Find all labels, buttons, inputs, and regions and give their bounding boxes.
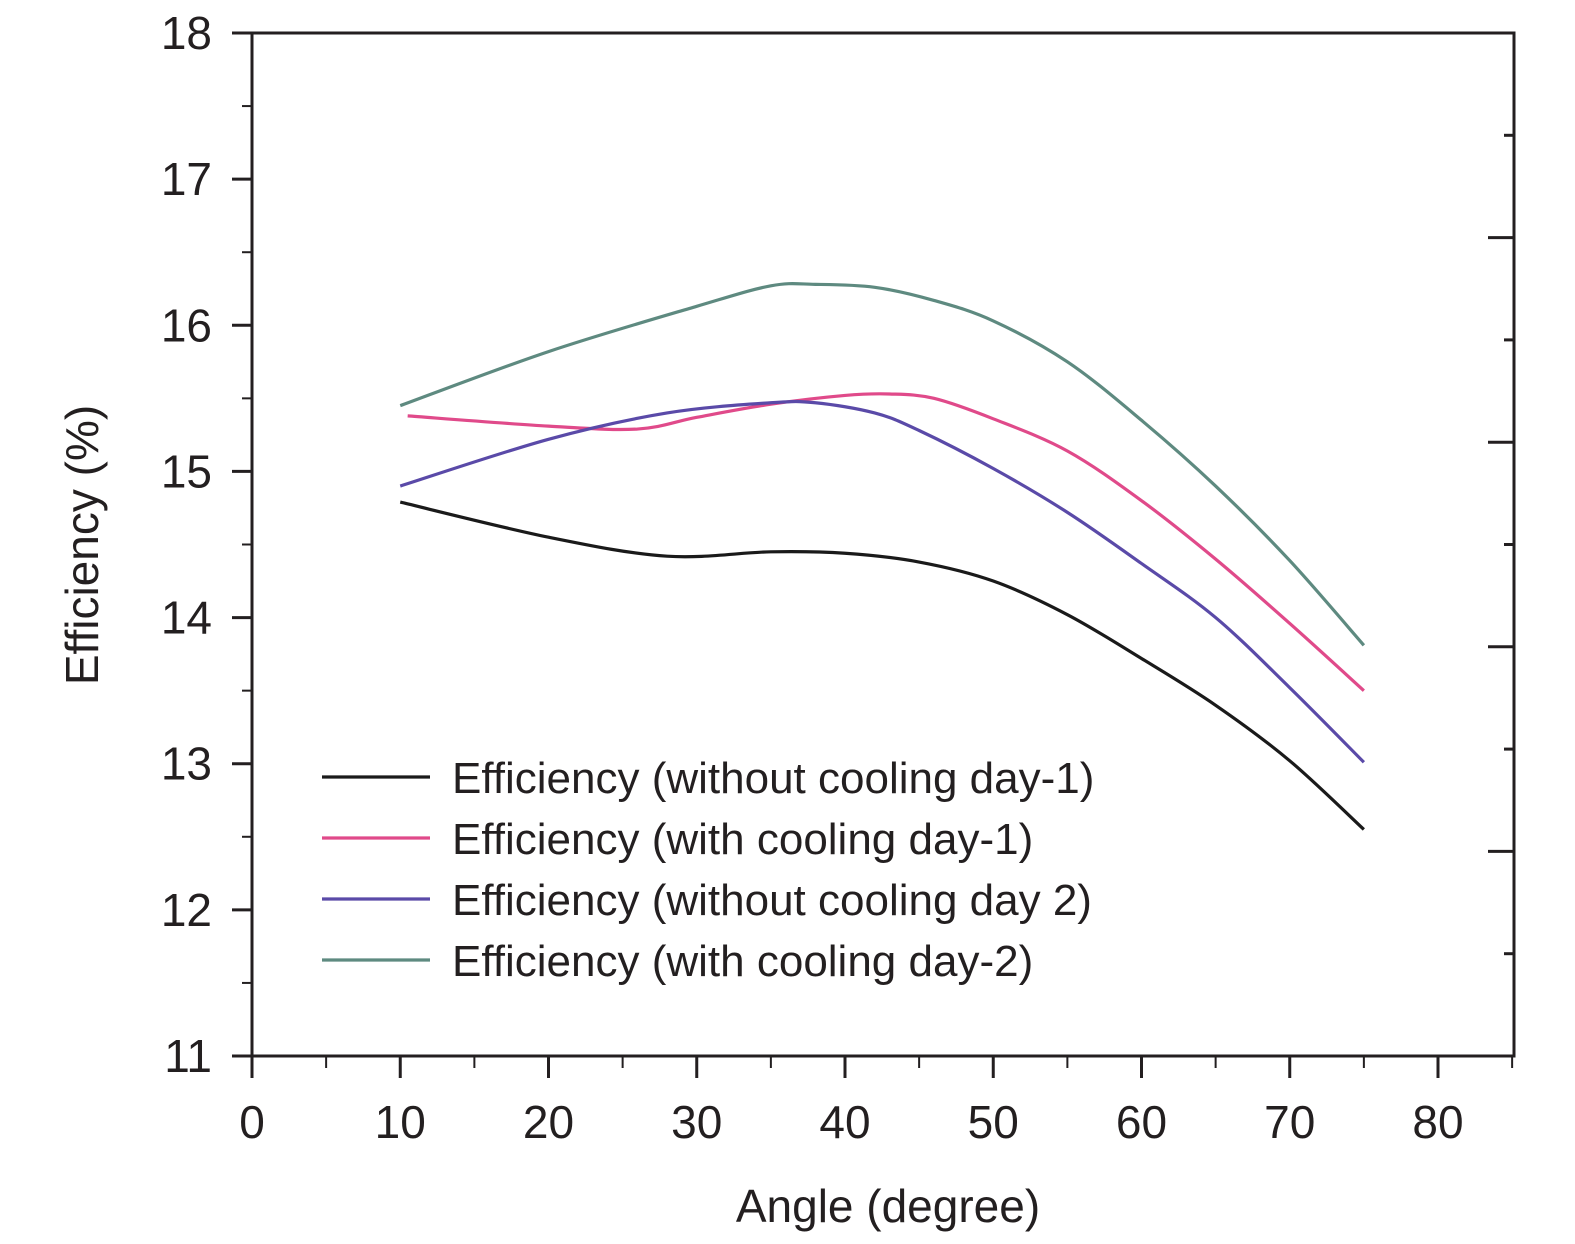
x-tick-label: 80 bbox=[1412, 1096, 1463, 1148]
y-tick-label: 11 bbox=[164, 1030, 212, 1082]
y-tick-label: 18 bbox=[161, 7, 212, 59]
y-tick-label: 16 bbox=[161, 299, 212, 351]
y-axis-title: Efficiency (%) bbox=[56, 405, 108, 685]
x-tick-label: 20 bbox=[523, 1096, 574, 1148]
series-layer bbox=[399, 282, 1366, 831]
right-axis-ticks bbox=[1488, 133, 1514, 956]
legend-label-1: Efficiency (without cooling day-1) bbox=[452, 754, 1094, 803]
y-tick-label: 12 bbox=[161, 884, 212, 936]
legend-label-3: Efficiency (without cooling day 2) bbox=[452, 876, 1092, 925]
series-line-4 bbox=[399, 282, 1366, 647]
series-line-2 bbox=[407, 392, 1365, 692]
y-tick-label: 14 bbox=[161, 592, 212, 644]
y-tick-label: 13 bbox=[161, 738, 212, 790]
series-line-1 bbox=[399, 500, 1365, 831]
x-axis-title: Angle (degree) bbox=[736, 1180, 1040, 1232]
x-tick-label: 0 bbox=[239, 1096, 265, 1148]
series-line-3 bbox=[399, 399, 1366, 764]
x-tick-label: 30 bbox=[671, 1096, 722, 1148]
x-tick-label: 60 bbox=[1116, 1096, 1167, 1148]
y-tick-label: 15 bbox=[161, 445, 212, 497]
x-axis: 0 10 20 30 40 50 60 70 80 bbox=[239, 1056, 1514, 1148]
x-tick-label: 70 bbox=[1264, 1096, 1315, 1148]
x-tick-label: 40 bbox=[819, 1096, 870, 1148]
legend-label-2: Efficiency (with cooling day-1) bbox=[452, 815, 1033, 864]
legend-label-4: Efficiency (with cooling day-2) bbox=[452, 937, 1033, 986]
y-tick-label: 17 bbox=[161, 153, 212, 205]
x-tick-label: 10 bbox=[375, 1096, 426, 1148]
y-axis: 11 12 13 14 15 16 17 18 bbox=[161, 7, 252, 1082]
x-tick-label: 50 bbox=[968, 1096, 1019, 1148]
legend: Efficiency (without cooling day-1) Effici… bbox=[322, 754, 1094, 986]
